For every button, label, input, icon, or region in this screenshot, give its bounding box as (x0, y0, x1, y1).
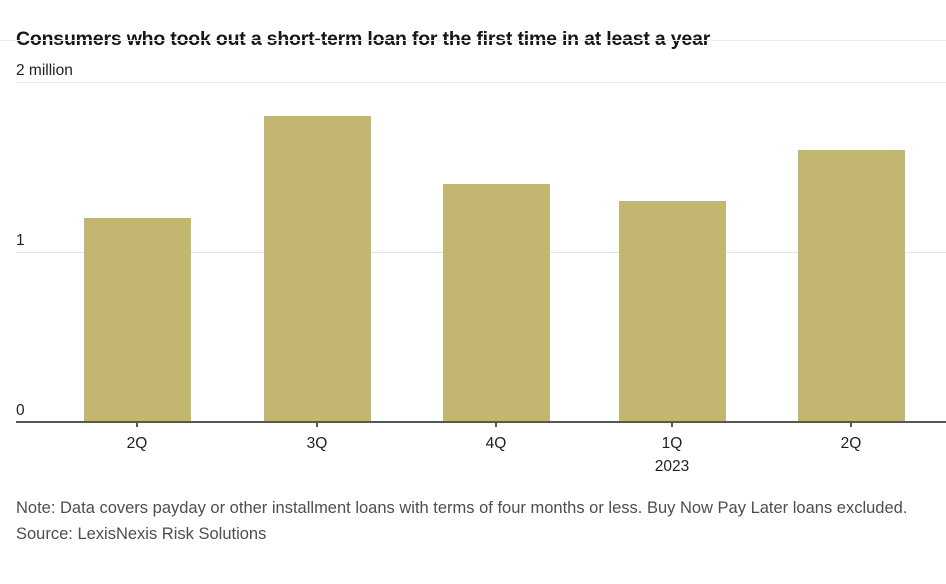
x-axis-label: 2Q (126, 435, 148, 452)
x-axis-label: 4Q (485, 435, 507, 452)
source-text: Source: LexisNexis Risk Solutions (16, 525, 267, 543)
x-axis-tick (671, 422, 673, 427)
x-axis-tick (495, 422, 497, 427)
y-gridline (16, 82, 946, 83)
bar-4q-2 (442, 184, 550, 422)
y-axis-label: 0 (16, 402, 25, 419)
x-axis-tick (316, 422, 318, 427)
page-title: Consumers who took out a short-term loan… (16, 28, 711, 51)
bar-3q-1 (263, 116, 371, 422)
y-axis-label: 2 million (16, 62, 73, 79)
bar-2q-0 (83, 218, 191, 422)
x-axis-label: 2Q (840, 435, 862, 452)
title-divider (0, 40, 946, 41)
note-text: Note: Data covers payday or other instal… (16, 499, 908, 517)
x-axis-tick (850, 422, 852, 427)
x-axis-baseline (16, 421, 946, 423)
x-axis-tick (136, 422, 138, 427)
x-axis-year-label: 2023 (654, 458, 690, 475)
bar-1q-3 (618, 201, 726, 422)
chart-footer: Note: Data covers payday or other instal… (16, 495, 921, 547)
y-axis-label: 1 (16, 232, 25, 249)
x-axis-label: 3Q (306, 435, 328, 452)
x-axis-label: 1Q (661, 435, 683, 452)
bar-2q-4 (797, 150, 905, 422)
